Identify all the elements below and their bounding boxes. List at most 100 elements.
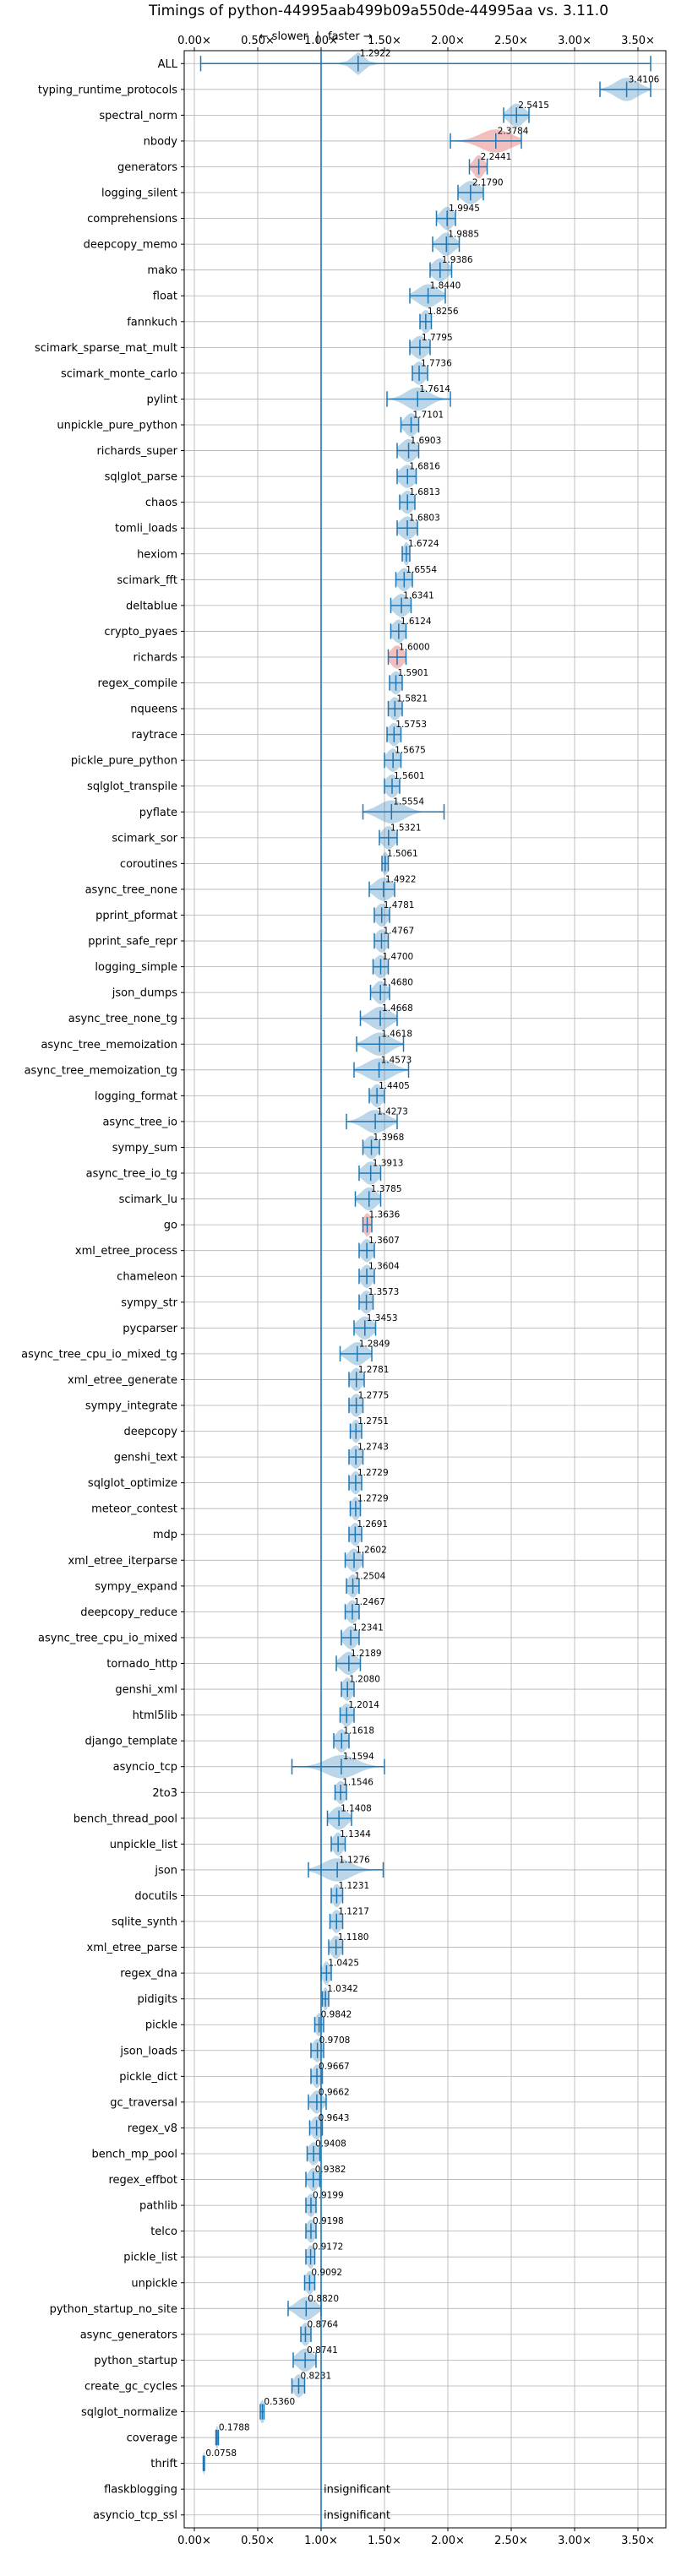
benchmark-label: deepcopy_reduce <box>80 1606 177 1619</box>
median-value-label: 1.3607 <box>368 1236 400 1246</box>
median-value-label: 1.4668 <box>382 1003 413 1014</box>
benchmark-label: richards <box>134 651 178 664</box>
benchmark-label: pprint_pformat <box>95 910 177 922</box>
slower-note: ← slower <box>259 30 308 43</box>
median-value-label: 1.4573 <box>381 1055 412 1065</box>
benchmark-label: xml_etree_iterparse <box>68 1555 177 1568</box>
benchmark-label: django_template <box>85 1736 177 1748</box>
benchmark-label: async_tree_cpu_io_mixed_tg <box>21 1348 177 1361</box>
benchmark-label: float <box>153 291 177 303</box>
median-value-label: 1.2341 <box>352 1622 384 1633</box>
x-tick-label-top: 1.50× <box>368 35 401 47</box>
median-value-label: 1.2080 <box>349 1675 380 1685</box>
labels-layer: 1.2922 3.4106 2.5415 2.3784 2.2441 2.1790 1.99… <box>205 49 659 2523</box>
median-value-label: 1.1276 <box>339 1855 370 1865</box>
benchmark-label: generators <box>117 161 177 174</box>
median-value-label: 1.4680 <box>382 978 413 988</box>
benchmark-label: go <box>164 1220 177 1232</box>
benchmark-label: genshi_text <box>114 1452 177 1465</box>
benchmark-label: scimark_sparse_mat_mult <box>35 342 177 355</box>
median-value-label: 0.9092 <box>311 2268 342 2278</box>
benchmark-label: coroutines <box>120 858 177 871</box>
median-value-label: 1.5601 <box>394 771 425 781</box>
median-value-label: 0.9198 <box>313 2216 344 2226</box>
benchmark-label: typing_runtime_protocols <box>38 84 177 96</box>
benchmark-label: tomli_loads <box>115 523 177 535</box>
benchmark-label: flaskblogging <box>104 2484 177 2497</box>
grid-layer <box>184 51 666 2528</box>
median-value-label: 0.9408 <box>315 2139 346 2149</box>
median-value-label: 1.7614 <box>419 384 450 394</box>
median-value-label: 1.2781 <box>358 1365 390 1375</box>
benchmark-label: async_tree_cpu_io_mixed <box>38 1632 177 1644</box>
benchmark-label: mdp <box>153 1529 177 1541</box>
median-value-label: 0.8741 <box>307 2345 338 2356</box>
median-value-label: 1.6124 <box>401 617 432 627</box>
benchmark-label: coverage <box>127 2432 177 2445</box>
x-tick-label-top: 1.00× <box>304 35 338 47</box>
median-value-label: 0.8764 <box>307 2319 338 2329</box>
benchmark-label: scimark_lu <box>119 1193 177 1206</box>
median-value-label: 1.1344 <box>340 1829 371 1840</box>
insignificant-label: insignificant <box>324 2509 390 2522</box>
direction-note: ← slower | faster → <box>259 30 373 43</box>
median-value-label: 1.9945 <box>449 204 480 214</box>
benchmark-label: mako <box>147 264 177 277</box>
median-value-label: 1.4700 <box>383 952 414 962</box>
benchmark-label: pickle_pure_python <box>71 755 177 768</box>
benchmark-label: pickle_dict <box>119 2071 177 2084</box>
benchmark-label: asyncio_tcp_ssl <box>93 2509 177 2522</box>
x-tick-label-bottom: 0.00× <box>177 2535 211 2547</box>
median-value-label: 1.6724 <box>408 539 439 549</box>
median-value-label: 1.1231 <box>338 1881 369 1891</box>
median-value-label: 1.0342 <box>327 1984 358 1994</box>
benchmark-label: nqueens <box>130 704 177 716</box>
benchmark-label: logging_format <box>95 1090 177 1103</box>
benchmark-label: pickle <box>145 2019 177 2032</box>
median-value-label: 1.6341 <box>403 590 434 601</box>
benchmark-label: unpickle_list <box>110 1839 177 1851</box>
median-value-label: 1.7736 <box>421 358 452 368</box>
x-tick-label-top: 3.00× <box>558 35 592 47</box>
benchmark-label: deltablue <box>126 600 177 612</box>
median-value-label: 0.0758 <box>205 2448 237 2459</box>
benchmark-label: pidigits <box>138 1993 178 2006</box>
x-tick-label-top: 0.00× <box>177 35 211 47</box>
benchmark-label: scimark_sor <box>112 832 177 845</box>
benchmark-label: fannkuch <box>127 316 177 329</box>
median-value-label: 1.1618 <box>343 1726 374 1736</box>
benchmark-label: python_startup <box>94 2355 177 2367</box>
benchmark-label: pylint <box>146 394 177 406</box>
x-tick-label-bottom: 0.50× <box>241 2535 275 2547</box>
x-tick-label-top: 3.50× <box>621 35 655 47</box>
median-value-label: 1.6554 <box>406 565 437 575</box>
benchmark-label: regex_effbot <box>108 2174 177 2187</box>
median-value-label: 0.1788 <box>219 2423 250 2433</box>
benchmark-label: unpickle_pure_python <box>57 420 177 432</box>
benchmark-label: deepcopy <box>123 1426 177 1438</box>
median-value-label: 0.9708 <box>319 2035 351 2046</box>
benchmark-label: crypto_pyaes <box>104 626 177 639</box>
median-value-label: 1.3453 <box>367 1313 398 1323</box>
median-value-label: 1.1217 <box>338 1906 369 1916</box>
median-value-label: 1.3913 <box>373 1158 404 1168</box>
median-value-label: 1.4922 <box>385 874 417 884</box>
benchmark-label: telco <box>150 2225 177 2238</box>
benchmark-label: html5lib <box>133 1709 177 1722</box>
x-tick-label-top: 0.50× <box>241 35 275 47</box>
median-value-label: 1.5061 <box>387 849 418 859</box>
x-tick-label-top: 2.50× <box>494 35 528 47</box>
median-value-label: 0.9199 <box>313 2191 344 2201</box>
x-tick-label-top: 2.00× <box>431 35 465 47</box>
median-value-label: 1.8256 <box>428 307 459 317</box>
median-value-label: 1.3785 <box>371 1184 402 1194</box>
median-value-label: 1.5554 <box>393 797 424 807</box>
insignificant-label: insignificant <box>324 2484 390 2497</box>
benchmark-label: pickle_list <box>123 2252 177 2264</box>
benchmark-label: meteor_contest <box>91 1503 177 1516</box>
plot-frame <box>183 50 667 2529</box>
median-value-label: 1.2751 <box>357 1416 389 1427</box>
benchmark-label: pyflate <box>139 807 177 819</box>
benchmark-label: async_tree_io <box>102 1116 177 1128</box>
benchmark-label: pathlib <box>139 2200 177 2213</box>
